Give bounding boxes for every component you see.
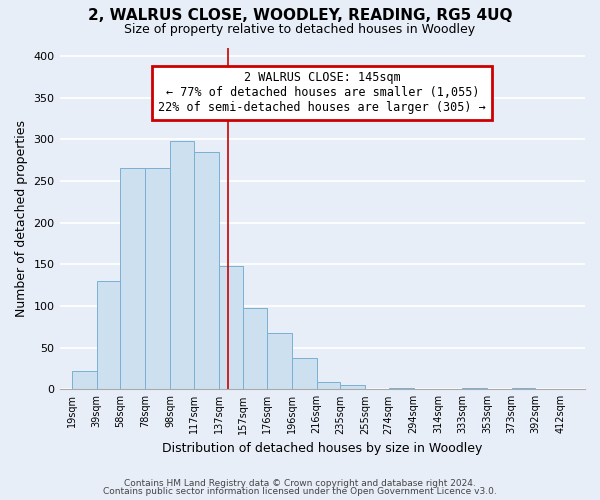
Bar: [218, 266, 244, 390]
Bar: [244, 308, 267, 390]
Bar: [340, 385, 365, 390]
Bar: [145, 168, 170, 390]
Bar: [121, 168, 145, 390]
Bar: [512, 388, 535, 390]
Bar: [267, 334, 292, 390]
Bar: [292, 358, 317, 390]
Text: 2 WALRUS CLOSE: 145sqm
← 77% of detached houses are smaller (1,055)
22% of semi-: 2 WALRUS CLOSE: 145sqm ← 77% of detached…: [158, 72, 486, 114]
Text: Size of property relative to detached houses in Woodley: Size of property relative to detached ho…: [124, 22, 476, 36]
Text: Contains public sector information licensed under the Open Government Licence v3: Contains public sector information licen…: [103, 487, 497, 496]
Bar: [389, 388, 413, 390]
Text: 2, WALRUS CLOSE, WOODLEY, READING, RG5 4UQ: 2, WALRUS CLOSE, WOODLEY, READING, RG5 4…: [88, 8, 512, 22]
Bar: [170, 141, 194, 390]
Bar: [97, 281, 121, 390]
X-axis label: Distribution of detached houses by size in Woodley: Distribution of detached houses by size …: [162, 442, 482, 455]
Bar: [317, 382, 340, 390]
Y-axis label: Number of detached properties: Number of detached properties: [15, 120, 28, 317]
Text: Contains HM Land Registry data © Crown copyright and database right 2024.: Contains HM Land Registry data © Crown c…: [124, 478, 476, 488]
Bar: [194, 152, 218, 390]
Bar: [462, 388, 487, 390]
Bar: [72, 371, 97, 390]
